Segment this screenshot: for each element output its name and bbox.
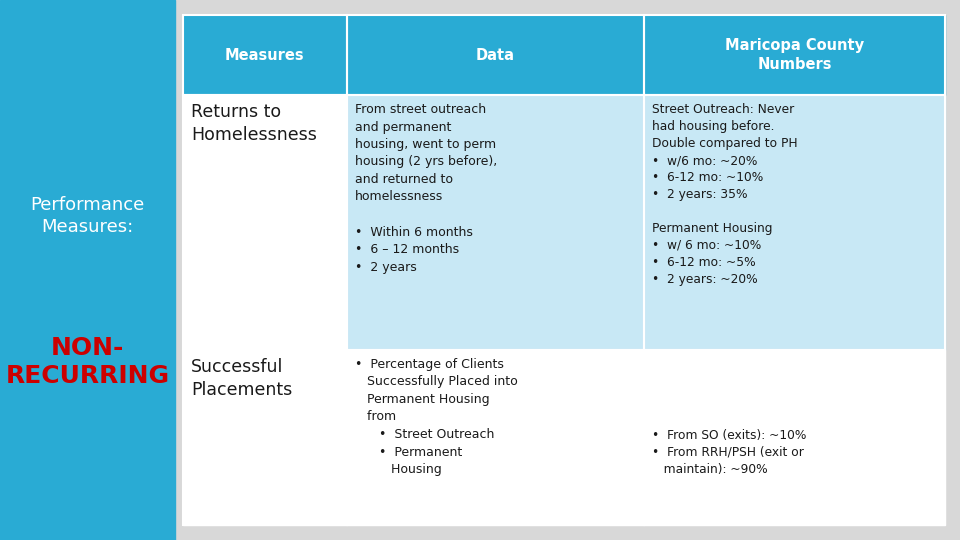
Bar	[644, 95, 945, 350]
Bar	[347, 350, 644, 525]
Text: Measures: Measures	[225, 48, 304, 63]
Text: From street outreach
and permanent
housing, went to perm
housing (2 yrs before),: From street outreach and permanent housi…	[355, 103, 497, 273]
Bar	[183, 95, 347, 350]
Bar	[183, 95, 347, 350]
Text: •  Percentage of Clients
   Successfully Placed into
   Permanent Housing
   fro: • Percentage of Clients Successfully Pla…	[355, 358, 517, 476]
Text: Data: Data	[476, 48, 515, 63]
Text: NON-
RECURRING: NON- RECURRING	[6, 336, 170, 388]
Text: Performance
Measures:: Performance Measures:	[31, 196, 145, 236]
Bar	[0, 0, 175, 540]
Bar	[644, 350, 945, 525]
Bar	[347, 95, 644, 350]
Bar	[347, 350, 644, 525]
Bar	[183, 15, 347, 95]
Bar	[347, 15, 644, 95]
Bar	[347, 15, 644, 95]
Bar	[644, 350, 945, 525]
Bar	[183, 350, 347, 525]
Bar	[644, 95, 945, 350]
Text: Returns to
Homelessness: Returns to Homelessness	[191, 103, 317, 144]
Text: Successful
Placements: Successful Placements	[191, 358, 292, 399]
Bar	[183, 350, 347, 525]
Bar	[347, 95, 644, 350]
Text: •  From SO (exits): ~10%
•  From RRH/PSH (exit or
   maintain): ~90%: • From SO (exits): ~10% • From RRH/PSH (…	[652, 429, 806, 476]
Bar	[183, 15, 347, 95]
Text: Maricopa County
Numbers: Maricopa County Numbers	[725, 38, 864, 72]
Text: Street Outreach: Never
had housing before.
Double compared to PH
•  w/6 mo: ~20%: Street Outreach: Never had housing befor…	[652, 103, 798, 286]
Bar	[644, 15, 945, 95]
Bar	[644, 15, 945, 95]
